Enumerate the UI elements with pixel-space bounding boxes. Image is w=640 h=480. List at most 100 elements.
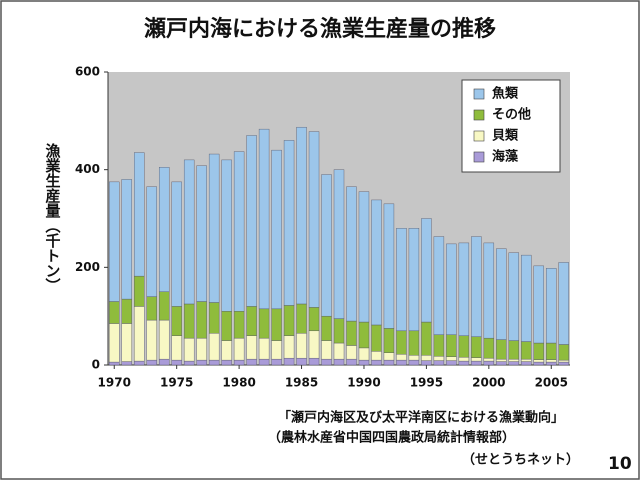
- bar-segment: [134, 275, 145, 307]
- bar-segment: [508, 252, 520, 341]
- bar-segment: [371, 199, 382, 326]
- x-tick-label: 1995: [410, 376, 443, 390]
- bar-segment: [521, 358, 532, 362]
- bar-segment: [258, 358, 270, 366]
- bar-segment: [283, 305, 295, 336]
- bar-segment: [271, 358, 282, 366]
- bar-segment: [333, 318, 345, 344]
- bar-segment: [196, 301, 207, 339]
- bar-segment: [183, 303, 195, 339]
- bar-segment: [458, 360, 470, 366]
- bar-segment: [183, 159, 195, 305]
- y-tick-label: 200: [75, 260, 100, 274]
- bar-segment: [408, 330, 420, 356]
- bar-segment: [208, 302, 220, 334]
- bar-segment: [508, 340, 520, 360]
- bar-segment: [196, 359, 207, 366]
- bar-segment: [158, 291, 170, 321]
- bar-segment: [433, 334, 445, 357]
- bar-segment: [533, 265, 544, 344]
- legend-label: 貝類: [492, 129, 519, 144]
- bar-segment: [558, 262, 569, 345]
- x-tick-label: 1980: [222, 376, 255, 390]
- bar-segment: [496, 339, 507, 360]
- bar-segment: [121, 298, 132, 324]
- bar-segment: [446, 334, 457, 357]
- bar-segment: [134, 152, 145, 277]
- bar-segment: [458, 242, 470, 336]
- bar-segment: [383, 359, 395, 366]
- x-tick-label: 1970: [98, 376, 131, 390]
- bar-segment: [346, 345, 357, 360]
- bar-segment: [471, 236, 482, 337]
- bar-segment: [358, 347, 370, 361]
- bar-segment: [221, 311, 232, 341]
- bar-segment: [371, 359, 382, 366]
- bar-segment: [283, 140, 295, 306]
- bar-segment: [496, 358, 507, 362]
- bar-segment: [109, 301, 120, 324]
- bar-segment: [421, 321, 432, 356]
- bar-segment: [321, 358, 332, 366]
- bar-segment: [546, 342, 557, 360]
- bar-segment: [258, 128, 270, 310]
- legend-swatch: [473, 151, 485, 163]
- bar-segment: [483, 337, 495, 359]
- x-tick-label: 1990: [347, 376, 380, 390]
- bar-segment: [421, 218, 432, 323]
- bar-segment: [321, 340, 332, 360]
- bar-segment: [521, 361, 532, 366]
- bar-segment: [558, 359, 569, 363]
- bar-segment: [246, 306, 257, 336]
- bar-segment: [471, 360, 482, 366]
- bar-segment: [383, 328, 395, 353]
- legend-swatch: [473, 109, 485, 121]
- bar-segment: [458, 335, 470, 358]
- bar-segment: [558, 361, 569, 366]
- bar-segment: [346, 358, 357, 366]
- bar-segment: [158, 167, 170, 292]
- bar-segment: [221, 159, 232, 312]
- bar-segment: [333, 358, 345, 366]
- bar-segment: [308, 307, 320, 332]
- bar-segment: [396, 228, 407, 332]
- bar-segment: [496, 361, 507, 366]
- bar-segment: [196, 337, 207, 361]
- bar-segment: [246, 335, 257, 360]
- source: 「瀬戸内海区及び太平洋南区における漁業動向」: [278, 410, 564, 426]
- bar-segment: [283, 357, 295, 366]
- bar-segment: [233, 311, 245, 339]
- bar-segment: [246, 135, 257, 307]
- bar-segment: [521, 341, 532, 360]
- bar-segment: [146, 296, 157, 321]
- bar-segment: [358, 191, 370, 323]
- bar-segment: [233, 337, 245, 361]
- chart-title: 瀬戸内海における漁業生産量の推移: [144, 16, 496, 42]
- bar-segment: [271, 340, 282, 360]
- bar-segment: [358, 321, 370, 349]
- bar-segment: [183, 337, 195, 362]
- bar-segment: [121, 361, 132, 366]
- bar-segment: [221, 359, 232, 366]
- x-tick-label: 1985: [285, 376, 318, 390]
- bar-segment: [271, 308, 282, 341]
- legend-swatch: [473, 130, 485, 142]
- bar-segment: [134, 360, 145, 366]
- bar-segment: [521, 254, 532, 342]
- bar-segment: [358, 359, 370, 366]
- x-tick-label: 2000: [472, 376, 505, 390]
- bar-segment: [109, 181, 120, 302]
- bar-segment: [208, 153, 220, 303]
- bar-segment: [121, 323, 132, 362]
- bar-segment: [221, 340, 232, 361]
- bar-segment: [171, 181, 182, 307]
- bar-segment: [196, 165, 207, 302]
- bar-segment: [433, 356, 445, 361]
- bar-segment: [158, 358, 170, 366]
- bar-segment: [446, 360, 457, 366]
- bar-segment: [296, 333, 307, 359]
- bar-segment: [134, 306, 145, 362]
- bar-segment: [546, 268, 557, 344]
